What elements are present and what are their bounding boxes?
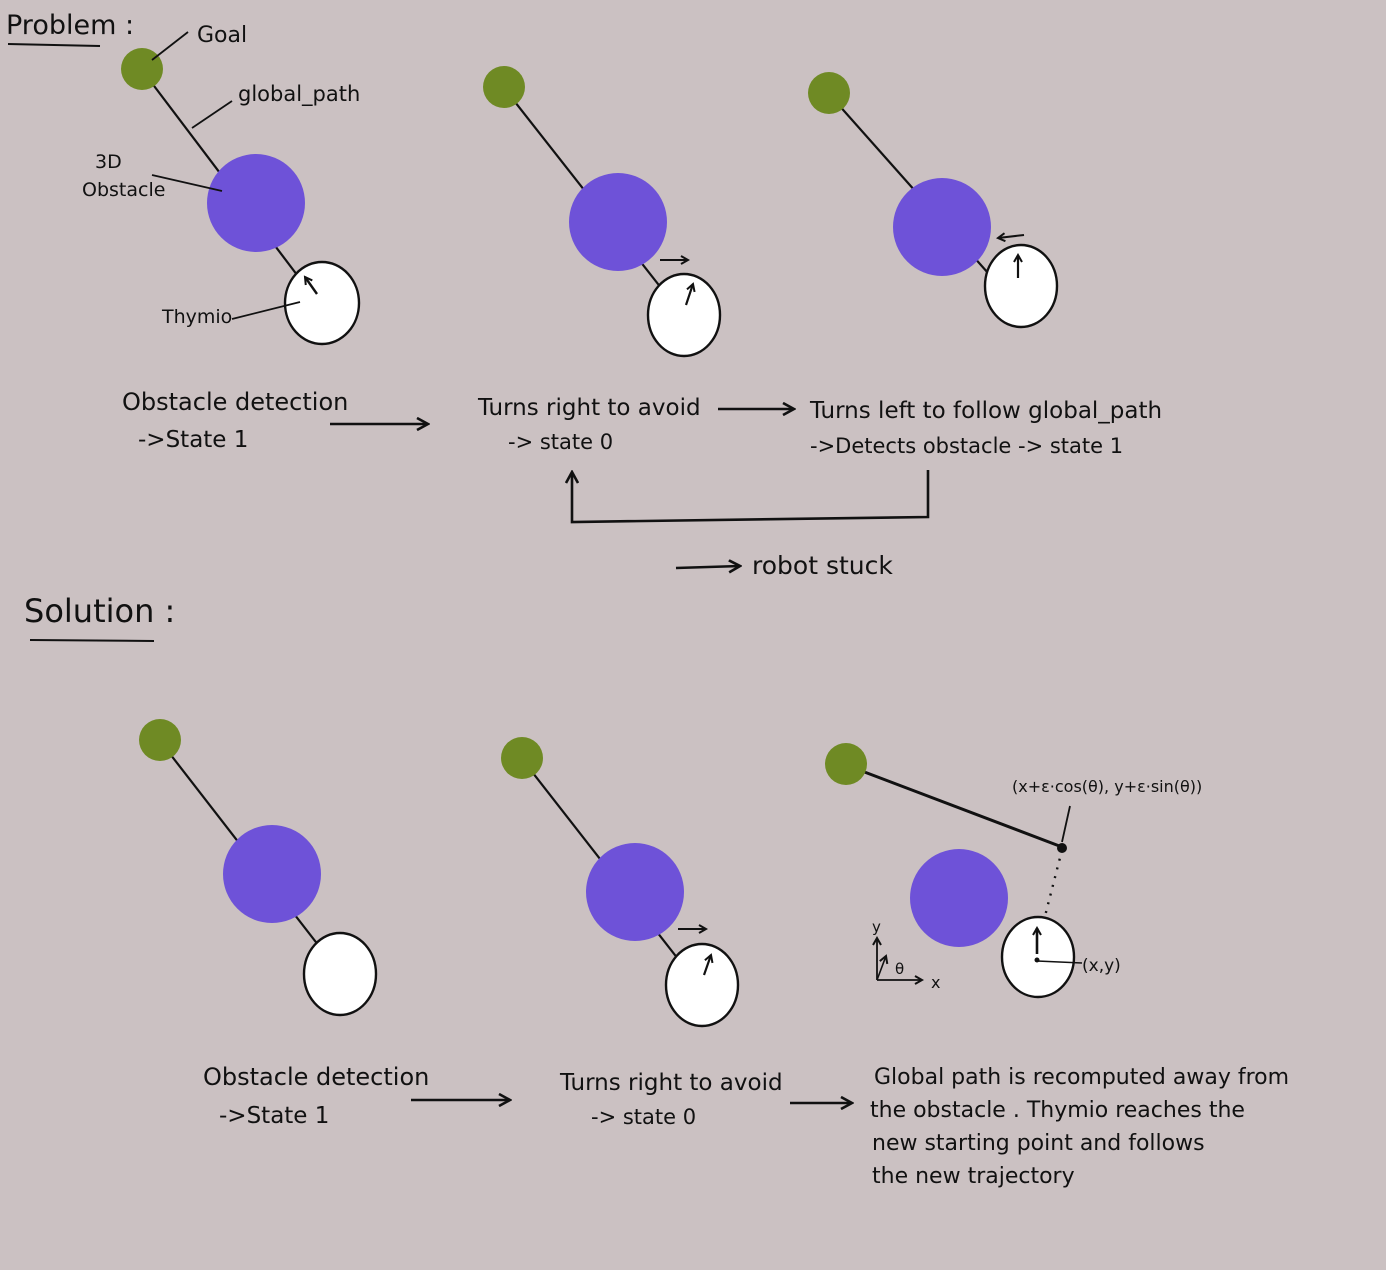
goal-leader — [151, 31, 189, 61]
new-start-point — [1057, 843, 1067, 853]
new-global-path-line — [845, 763, 1063, 849]
goal-marker — [808, 72, 850, 114]
outcome-arrow — [675, 566, 740, 568]
problem-scene-1: Goal global_path 3D Obstacle Thymio — [82, 23, 361, 346]
axis-x-label: x — [931, 973, 940, 992]
thymio-robot — [983, 243, 1059, 329]
solution-step1-line2: ->State 1 — [219, 1103, 329, 1129]
global-path-label: global_path — [238, 82, 360, 107]
axis-y-label: y — [872, 918, 881, 936]
solution-step3-line2: the obstacle . Thymio reaches the — [870, 1098, 1245, 1123]
obstacle-label-line1: 3D — [95, 151, 122, 173]
problem-step2-line2: -> state 0 — [508, 430, 613, 454]
problem-step1-line2: ->State 1 — [138, 427, 248, 453]
solution-heading: Solution : — [24, 592, 175, 630]
solution-step2-line2: -> state 0 — [591, 1105, 696, 1129]
solution-step3-line3: new starting point and follows — [872, 1131, 1205, 1156]
heading-arrow-icon — [305, 277, 318, 295]
problem-step1-line1: Obstacle detection — [122, 388, 348, 416]
solution-scene-3: (x+ε·cos(θ), y+ε·sin(θ)) (x,y) y x θ — [825, 743, 1202, 999]
obstacle-leader — [151, 174, 223, 192]
obstacle-3d — [569, 173, 667, 271]
thymio-robot — [1000, 915, 1076, 999]
heading-arrow-icon — [684, 284, 693, 306]
solution-scene-2 — [501, 737, 740, 1028]
problem-scene-2 — [483, 66, 722, 358]
robot-stuck-label: robot stuck — [752, 551, 893, 580]
axis-heading-icon — [876, 956, 886, 981]
obstacle-3d — [910, 849, 1008, 947]
goal-marker — [121, 48, 163, 90]
problem-step3-line2: ->Detects obstacle -> state 1 — [810, 434, 1123, 458]
problem-step2-line1: Turns right to avoid — [477, 395, 701, 421]
solution-step3-line1: Global path is recomputed away from — [874, 1065, 1289, 1090]
obstacle-3d — [586, 843, 684, 941]
turn-left-arrow-icon — [998, 235, 1025, 238]
obstacle-3d — [207, 154, 305, 252]
goal-marker — [825, 743, 867, 785]
goal-marker — [501, 737, 543, 779]
position-label: (x,y) — [1082, 956, 1121, 976]
problem-heading-underline — [7, 43, 101, 47]
problem-scene-3 — [808, 72, 1059, 329]
thymio-robot — [646, 272, 722, 358]
problem-heading: Problem : — [6, 10, 134, 41]
thymio-robot — [664, 942, 740, 1028]
thymio-leader — [231, 301, 301, 320]
loop-back-arrow — [572, 470, 930, 524]
problem-step3-line1: Turns left to follow global_path — [809, 398, 1162, 424]
position-leader — [1036, 960, 1083, 964]
thymio-robot — [302, 931, 378, 1017]
solution-step1-line1: Obstacle detection — [203, 1063, 429, 1091]
solution-heading-underline — [29, 639, 155, 642]
obstacle-3d — [893, 178, 991, 276]
solution-step3-line4: the new trajectory — [872, 1164, 1075, 1189]
thymio-robot — [283, 260, 361, 346]
heading-arrow-icon — [702, 955, 711, 976]
formula-leader — [1061, 805, 1071, 843]
solution-step2-line1: Turns right to avoid — [559, 1070, 783, 1096]
offset-dotted-line — [1042, 849, 1064, 921]
solution-scene-1 — [139, 719, 378, 1017]
global-path-leader — [191, 100, 233, 129]
thymio-label: Thymio — [161, 306, 232, 328]
goal-label: Goal — [197, 23, 247, 48]
new-point-formula: (x+ε·cos(θ), y+ε·sin(θ)) — [1012, 777, 1202, 796]
axis-theta-label: θ — [895, 960, 904, 978]
goal-marker — [139, 719, 181, 761]
obstacle-3d — [223, 825, 321, 923]
obstacle-label-line2: Obstacle — [82, 179, 165, 201]
goal-marker — [483, 66, 525, 108]
